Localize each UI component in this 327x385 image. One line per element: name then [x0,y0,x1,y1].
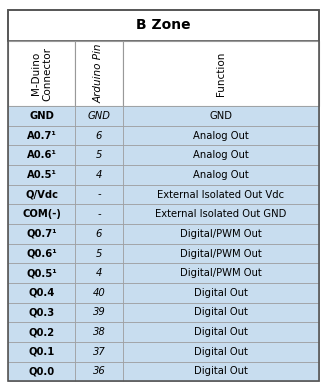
Text: Q0.0: Q0.0 [28,367,55,376]
Text: Digital Out: Digital Out [194,327,248,337]
Bar [8,283,75,303]
Bar [75,185,123,204]
Bar [8,244,75,263]
Text: A0.5¹: A0.5¹ [26,170,57,180]
Text: 5: 5 [96,248,102,258]
Text: 38: 38 [93,327,105,337]
Bar [123,322,319,342]
Text: Arduino Pin: Arduino Pin [94,44,104,104]
Text: B Zone: B Zone [136,18,191,32]
Text: Analog Out: Analog Out [193,170,249,180]
Text: Digital/PWM Out: Digital/PWM Out [180,248,262,258]
Text: Digital Out: Digital Out [194,367,248,376]
Text: COM(-): COM(-) [22,209,61,219]
Bar [123,263,319,283]
Text: Q0.4: Q0.4 [28,288,55,298]
Text: 40: 40 [93,288,105,298]
Text: A0.6¹: A0.6¹ [26,150,57,160]
Bar [8,185,75,204]
Text: Q0.1: Q0.1 [28,347,55,357]
Text: Q0.7¹: Q0.7¹ [26,229,57,239]
Bar [75,263,123,283]
Bar [75,146,123,165]
Bar [75,303,123,322]
Text: Digital/PWM Out: Digital/PWM Out [180,268,262,278]
Text: Q0.2: Q0.2 [28,327,55,337]
Bar [8,224,75,244]
Bar [75,322,123,342]
Text: GND: GND [210,111,232,121]
Text: GND: GND [88,111,111,121]
Text: 36: 36 [93,367,105,376]
Text: -: - [97,189,101,199]
Bar [75,165,123,185]
Text: -: - [97,209,101,219]
Bar [123,283,319,303]
Text: 6: 6 [96,229,102,239]
Bar [123,185,319,204]
Bar [8,263,75,283]
Bar [123,362,319,381]
Bar [8,165,75,185]
Bar [75,106,123,126]
Text: 37: 37 [93,347,105,357]
Bar [123,204,319,224]
Bar [123,106,319,126]
Bar [75,283,123,303]
Bar [123,165,319,185]
Bar [8,41,75,106]
Bar [8,10,319,41]
Text: 6: 6 [96,131,102,141]
Text: Digital Out: Digital Out [194,288,248,298]
Bar [8,106,75,126]
Bar [75,41,123,106]
Bar [123,342,319,362]
Bar [75,224,123,244]
Bar [75,204,123,224]
Bar [123,244,319,263]
Text: Analog Out: Analog Out [193,150,249,160]
Text: A0.7¹: A0.7¹ [26,131,57,141]
Bar [8,204,75,224]
Bar [123,146,319,165]
Text: M-Duino
Connector: M-Duino Connector [31,47,52,101]
Bar [123,126,319,146]
Text: External Isolated Out Vdc: External Isolated Out Vdc [157,189,284,199]
Text: Digital/PWM Out: Digital/PWM Out [180,229,262,239]
Text: 4: 4 [96,170,102,180]
Text: GND: GND [29,111,54,121]
Bar [75,126,123,146]
Bar [8,126,75,146]
Text: Function: Function [216,52,226,96]
Bar [75,244,123,263]
Text: Q0.5¹: Q0.5¹ [26,268,57,278]
Text: Q0.3: Q0.3 [28,307,55,317]
Text: Q/Vdc: Q/Vdc [25,189,58,199]
Text: Analog Out: Analog Out [193,131,249,141]
Bar [123,303,319,322]
Bar [8,342,75,362]
Bar [75,362,123,381]
Text: Digital Out: Digital Out [194,307,248,317]
Bar [8,362,75,381]
Bar [8,146,75,165]
Bar [75,342,123,362]
Bar [8,303,75,322]
Bar [123,41,319,106]
Text: Digital Out: Digital Out [194,347,248,357]
Bar [8,322,75,342]
Text: 4: 4 [96,268,102,278]
Text: Q0.6¹: Q0.6¹ [26,248,57,258]
Bar [123,224,319,244]
Text: 5: 5 [96,150,102,160]
Text: 39: 39 [93,307,105,317]
Text: External Isolated Out GND: External Isolated Out GND [155,209,287,219]
